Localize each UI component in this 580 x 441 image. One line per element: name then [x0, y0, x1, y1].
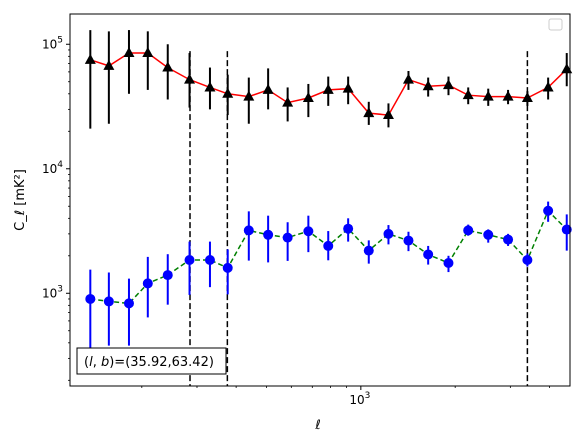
data-point: [463, 225, 474, 236]
data-point: [403, 235, 414, 246]
data-point: [443, 258, 454, 269]
data-point: [142, 278, 153, 289]
series-0: [84, 30, 573, 129]
data-point: [462, 89, 474, 100]
axis-ticks: 103 103 104 105: [42, 35, 550, 407]
x-axis-label: ℓ: [314, 418, 320, 433]
data-point: [543, 205, 554, 216]
data-point: [204, 255, 215, 266]
data-point: [282, 232, 293, 243]
data-point: [342, 82, 354, 93]
y-tick-label: 103: [42, 284, 63, 300]
series-1: [85, 201, 572, 351]
data-point: [162, 61, 174, 72]
data-point: [142, 47, 154, 58]
data-point: [363, 245, 374, 256]
data-point: [302, 92, 314, 103]
data-point: [263, 229, 274, 240]
data-point: [343, 223, 354, 234]
data-point: [184, 73, 196, 84]
data-point: [502, 90, 514, 101]
annotation-label: (l, b)=(35.92,63.42): [84, 355, 214, 370]
y-axis-label: C_ℓ [mK²]: [13, 169, 28, 231]
data-point: [402, 73, 414, 84]
data-point: [103, 296, 114, 307]
data-point: [422, 80, 434, 91]
data-point: [123, 47, 135, 58]
data-point: [363, 107, 375, 118]
plot-area: [70, 14, 570, 386]
data-point: [482, 90, 494, 101]
data-point: [521, 92, 533, 103]
data-point: [85, 293, 96, 304]
data-point: [382, 109, 394, 120]
data-point: [262, 83, 274, 94]
data-point: [542, 81, 554, 92]
data-point: [503, 234, 514, 245]
data-point: [222, 87, 234, 98]
y-tick-label: 104: [42, 160, 63, 176]
data-point: [561, 63, 573, 74]
data-point: [243, 90, 255, 101]
data-point: [184, 255, 195, 266]
y-tick-label: 105: [42, 35, 63, 51]
data-point: [303, 226, 314, 237]
x-tick-label: 103: [349, 391, 370, 407]
plot-frame: [69, 13, 571, 387]
data-point: [423, 249, 434, 260]
data-point: [222, 262, 233, 273]
data-point: [323, 240, 334, 251]
data-point: [483, 229, 494, 240]
data-point: [322, 83, 334, 94]
data-point: [442, 79, 454, 90]
legend-box[interactable]: [548, 18, 563, 31]
data-point: [243, 225, 254, 236]
data-point: [522, 255, 533, 266]
data-point: [162, 270, 173, 281]
data-point: [282, 96, 294, 107]
data-point: [204, 81, 216, 92]
data-point: [123, 298, 134, 309]
data-point: [84, 53, 96, 64]
annotation-box: (l, b)=(35.92,63.42): [76, 347, 227, 375]
data-point: [383, 228, 394, 239]
series-layer: [84, 30, 573, 351]
data-point: [103, 59, 115, 70]
data-point: [561, 224, 572, 235]
